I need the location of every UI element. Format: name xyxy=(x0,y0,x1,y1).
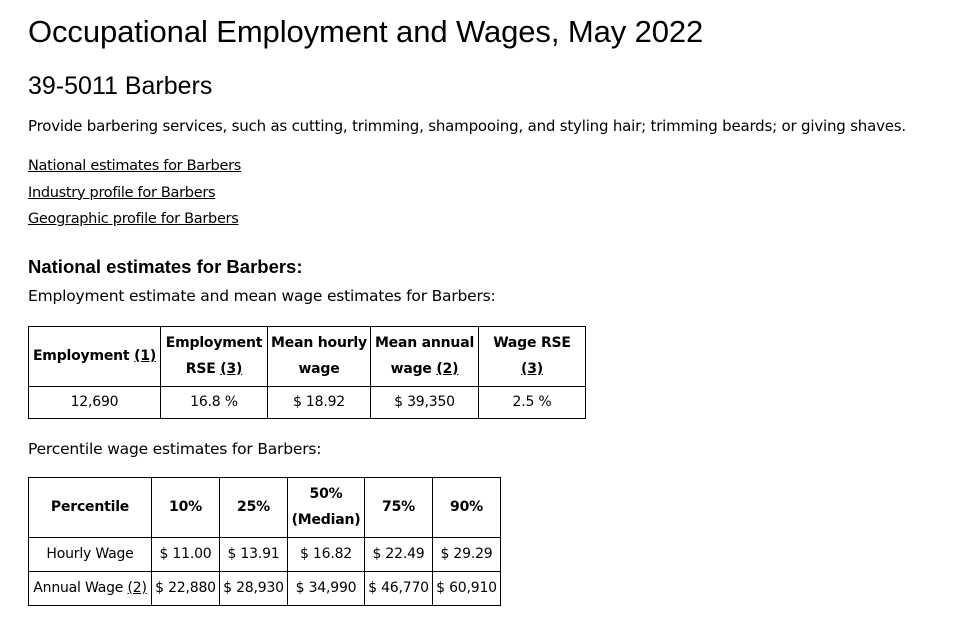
mean-hourly-wage-value: $ 18.92 xyxy=(267,385,371,419)
header-p50: 50% (Median) xyxy=(287,476,365,538)
header-label: 50% xyxy=(309,486,343,502)
employment-table: Employment (1) Employment RSE (3) Mean h… xyxy=(28,325,586,419)
profile-links: National estimates for Barbers Industry … xyxy=(28,153,958,233)
table-row: 12,690 16.8 % $ 18.92 $ 39,350 2.5 % xyxy=(28,385,586,419)
wage-rse-value: 2.5 % xyxy=(478,385,586,419)
header-p75: 75% xyxy=(364,476,433,538)
annual-p10: $ 22,880 xyxy=(151,570,220,606)
table-header-row: Employment (1) Employment RSE (3) Mean h… xyxy=(28,325,586,387)
annual-p25: $ 28,930 xyxy=(219,570,288,606)
employment-caption: Employment estimate and mean wage estima… xyxy=(28,286,496,305)
footnote-link[interactable]: (3) xyxy=(220,361,243,377)
table-row: Annual Wage (2) $ 22,880 $ 28,930 $ 34,9… xyxy=(28,570,501,606)
hourly-p25: $ 13.91 xyxy=(219,536,288,572)
mean-annual-wage-value: $ 39,350 xyxy=(370,385,479,419)
table-row: Hourly Wage $ 11.00 $ 13.91 $ 16.82 $ 22… xyxy=(28,536,501,572)
row-label: Annual Wage (2) xyxy=(28,570,152,606)
page-title: Occupational Employment and Wages, May 2… xyxy=(28,14,704,49)
percentile-caption: Percentile wage estimates for Barbers: xyxy=(28,439,322,458)
header-mean-annual-wage: Mean annual wage (2) xyxy=(370,325,479,387)
header-label: Employment xyxy=(32,348,130,364)
footnote-link[interactable]: (2) xyxy=(436,361,459,377)
header-employment-rse: Employment RSE (3) xyxy=(160,325,268,387)
occupation-title: 39-5011 Barbers xyxy=(28,72,213,100)
header-p25: 25% xyxy=(219,476,288,538)
geographic-profile-link[interactable]: Geographic profile for Barbers xyxy=(28,211,239,227)
page-content: Occupational Employment and Wages, May 2… xyxy=(28,12,958,606)
annual-p50: $ 34,990 xyxy=(287,570,365,606)
header-mean-hourly-wage: Mean hourly wage xyxy=(267,325,371,387)
industry-profile-link[interactable]: Industry profile for Barbers xyxy=(28,184,216,201)
header-wage-rse: Wage RSE (3) xyxy=(478,325,586,387)
national-estimates-link[interactable]: National estimates for Barbers xyxy=(28,158,241,174)
hourly-p75: $ 22.49 xyxy=(364,536,433,572)
percentile-table: Percentile 10% 25% 50% (Median) 75% 90% … xyxy=(28,476,501,606)
occupation-description: Provide barbering services, such as cutt… xyxy=(28,117,906,135)
header-label: Wage RSE xyxy=(493,335,571,351)
header-label: Mean hourly wage xyxy=(271,335,367,377)
hourly-p50: $ 16.82 xyxy=(287,536,365,572)
hourly-p10: $ 11.00 xyxy=(151,536,220,572)
header-employment: Employment (1) xyxy=(28,325,161,387)
footnote-link[interactable]: (1) xyxy=(134,348,157,364)
table-header-row: Percentile 10% 25% 50% (Median) 75% 90% xyxy=(28,476,501,538)
annual-p90: $ 60,910 xyxy=(432,570,501,606)
annual-p75: $ 46,770 xyxy=(364,570,433,606)
hourly-p90: $ 29.29 xyxy=(432,536,501,572)
employment-rse-value: 16.8 % xyxy=(160,385,268,419)
row-label: Hourly Wage xyxy=(28,536,152,572)
row-label-text: Annual Wage xyxy=(33,580,124,596)
employment-value: 12,690 xyxy=(28,385,161,419)
footnote-link[interactable]: (3) xyxy=(521,361,543,377)
header-label: Mean annual wage xyxy=(374,335,475,377)
national-estimates-heading: National estimates for Barbers: xyxy=(28,255,303,277)
header-sublabel: (Median) xyxy=(291,512,361,528)
header-p90: 90% xyxy=(432,476,501,538)
row-label-text: Hourly Wage xyxy=(46,546,134,562)
header-label: Employment RSE xyxy=(165,335,263,377)
footnote-link[interactable]: (2) xyxy=(127,580,147,596)
header-p10: 10% xyxy=(151,476,220,538)
header-percentile: Percentile xyxy=(28,476,152,538)
